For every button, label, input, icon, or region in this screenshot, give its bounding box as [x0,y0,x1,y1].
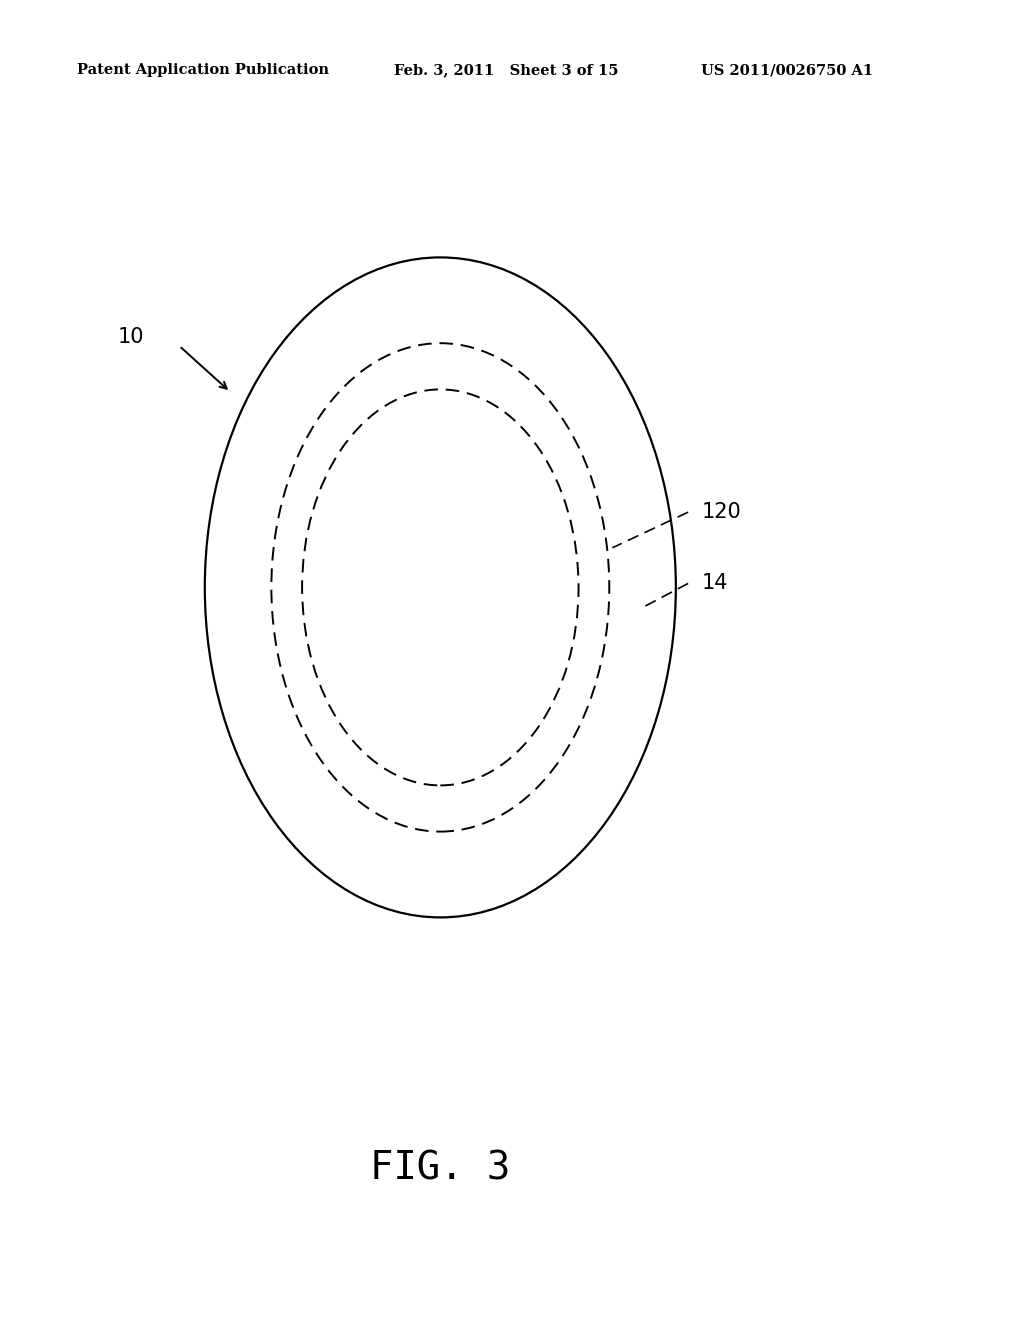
Text: 14: 14 [701,573,728,594]
Text: Patent Application Publication: Patent Application Publication [77,63,329,78]
Text: FIG. 3: FIG. 3 [371,1150,510,1187]
Text: 120: 120 [701,502,741,523]
Text: US 2011/0026750 A1: US 2011/0026750 A1 [701,63,873,78]
Text: Feb. 3, 2011   Sheet 3 of 15: Feb. 3, 2011 Sheet 3 of 15 [394,63,618,78]
Text: 10: 10 [118,326,144,347]
